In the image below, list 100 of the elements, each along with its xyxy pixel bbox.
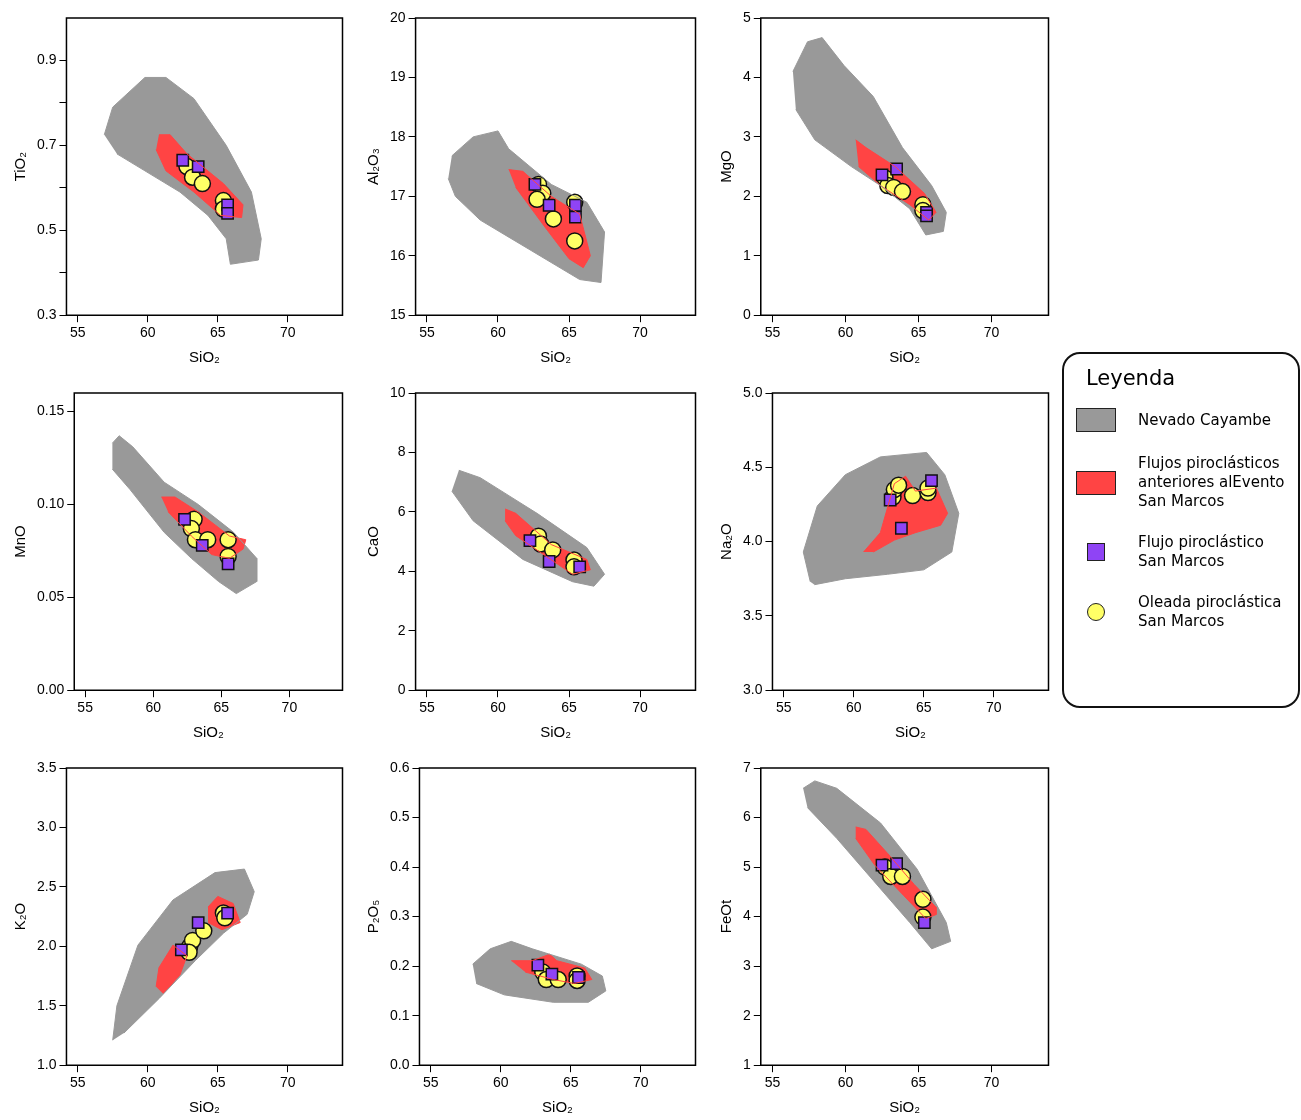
y-tick-label: 0.15 — [37, 402, 65, 419]
y-axis-title: Al₂O₃ — [364, 148, 382, 186]
y-tick-label: 0.05 — [37, 588, 65, 605]
y-tick-label: 1.0 — [36, 1056, 57, 1073]
y-tick-label: 18 — [389, 127, 406, 144]
y-tick-label: 0 — [397, 681, 406, 698]
x-tick-label: 60 — [845, 699, 862, 716]
legend-label: Nevado Cayambe — [1138, 410, 1272, 430]
y-tick-label: 6 — [397, 502, 406, 519]
y-tick-label: 8 — [397, 443, 406, 460]
x-axis-title: SiO₂ — [192, 723, 224, 741]
y-tick-label: 17 — [389, 187, 406, 204]
y-axis-title: K₂O — [11, 902, 29, 931]
x-tick-label: 70 — [280, 324, 296, 341]
x-tick-label: 60 — [139, 1074, 156, 1091]
x-tick-label: 65 — [910, 324, 927, 341]
x-axis-title: SiO₂ — [540, 348, 572, 366]
y-axis-title: FeOt — [717, 899, 735, 934]
y-tick-label: 20 — [389, 8, 406, 25]
y-tick-label: 6 — [742, 808, 751, 825]
y-tick-label: 4 — [397, 562, 406, 579]
y-tick-label: 1 — [742, 1056, 751, 1073]
y-tick-label: 4.5 — [742, 458, 763, 475]
y-axis-title: P₂O₅ — [364, 899, 382, 934]
x-axis-title: SiO₂ — [889, 1098, 921, 1116]
y-tick-label: 7 — [742, 758, 751, 775]
x-tick-label: 60 — [490, 324, 506, 341]
x-tick-label: 65 — [561, 699, 578, 716]
x-axis-title: SiO₂ — [540, 723, 572, 741]
y-tick-label: 4.0 — [742, 532, 763, 549]
y-tick-label: 0.00 — [37, 681, 65, 698]
x-tick-label: 60 — [145, 699, 162, 716]
y-tick-label: 19 — [389, 68, 406, 85]
y-tick-label: 2 — [397, 621, 406, 638]
y-tick-label: 0.0 — [389, 1056, 410, 1073]
y-tick-label: 0.6 — [389, 758, 410, 775]
x-axis-title: SiO₂ — [895, 723, 927, 741]
y-tick-label: 1.5 — [36, 996, 57, 1013]
x-tick-label: 60 — [837, 324, 854, 341]
y-tick-label: 0.3 — [389, 907, 410, 924]
x-tick-label: 70 — [633, 1074, 649, 1091]
y-tick-label: 3 — [742, 127, 751, 144]
y-tick-label: 3.5 — [742, 606, 763, 623]
x-tick-label: 65 — [213, 699, 230, 716]
x-tick-label: 70 — [632, 324, 649, 341]
x-tick-label: 60 — [837, 1074, 854, 1091]
y-tick-label: 0.2 — [389, 956, 410, 973]
x-tick-label: 55 — [422, 1074, 439, 1091]
y-tick-label: 16 — [389, 246, 406, 263]
x-tick-label: 70 — [280, 1074, 296, 1091]
x-tick-label: 65 — [910, 1074, 927, 1091]
y-tick-label: 5.0 — [742, 383, 763, 400]
x-tick-label: 70 — [983, 1074, 1000, 1091]
y-tick-label: 0.3 — [36, 306, 57, 323]
y-tick-label: 15 — [389, 306, 406, 323]
y-tick-label: 0.7 — [36, 136, 57, 153]
x-tick-label: 55 — [69, 324, 86, 341]
y-tick-label: 2.5 — [36, 877, 57, 894]
y-tick-label: 0 — [742, 306, 751, 323]
y-tick-label: 0.9 — [36, 51, 57, 68]
y-tick-label: 3.0 — [36, 818, 57, 835]
y-tick-label: 4 — [742, 68, 751, 85]
x-tick-label: 65 — [210, 1074, 226, 1091]
y-tick-label: 1 — [742, 246, 751, 263]
x-tick-label: 55 — [764, 1074, 781, 1091]
x-tick-label: 55 — [775, 699, 792, 716]
x-tick-label: 65 — [561, 324, 578, 341]
x-axis-title: SiO₂ — [889, 348, 921, 366]
x-tick-label: 70 — [983, 324, 1000, 341]
x-tick-label: 70 — [632, 699, 649, 716]
y-tick-label: 3 — [742, 956, 751, 973]
y-tick-label: 4 — [742, 907, 751, 924]
y-tick-label: 0.1 — [389, 1006, 410, 1023]
x-tick-label: 70 — [986, 699, 1002, 716]
x-tick-label: 65 — [916, 699, 932, 716]
y-tick-label: 3.5 — [36, 758, 57, 775]
y-tick-label: 0.5 — [389, 808, 410, 825]
y-axis-title: Na₂O — [717, 523, 735, 560]
y-tick-label: 2.0 — [36, 937, 57, 954]
y-tick-label: 2 — [742, 1006, 751, 1023]
legend-title: Leyenda — [1086, 366, 1177, 390]
y-axis-title: CaO — [364, 526, 382, 558]
x-tick-label: 55 — [77, 699, 94, 716]
y-tick-label: 3.0 — [742, 681, 763, 698]
x-tick-label: 70 — [281, 699, 298, 716]
y-tick-label: 0.5 — [36, 221, 57, 238]
x-tick-label: 60 — [492, 1074, 509, 1091]
x-tick-label: 65 — [210, 324, 226, 341]
legend-label: Flujos piroclásticos anteriores alEvento San Marcos — [1138, 454, 1286, 511]
legend-label: Oleada piroclástica San Marcos — [1138, 593, 1283, 631]
x-tick-label: 65 — [563, 1074, 579, 1091]
x-tick-label: 55 — [764, 324, 781, 341]
y-tick-label: 2 — [742, 187, 751, 204]
x-tick-label: 60 — [490, 699, 506, 716]
legend-label: Flujo piroclástico San Marcos — [1138, 533, 1265, 571]
y-tick-label: 5 — [742, 8, 751, 25]
x-tick-label: 60 — [139, 324, 156, 341]
y-tick-label: 0.4 — [389, 857, 410, 874]
y-axis-title: MnO — [11, 525, 29, 558]
y-tick-label: 5 — [742, 857, 751, 874]
